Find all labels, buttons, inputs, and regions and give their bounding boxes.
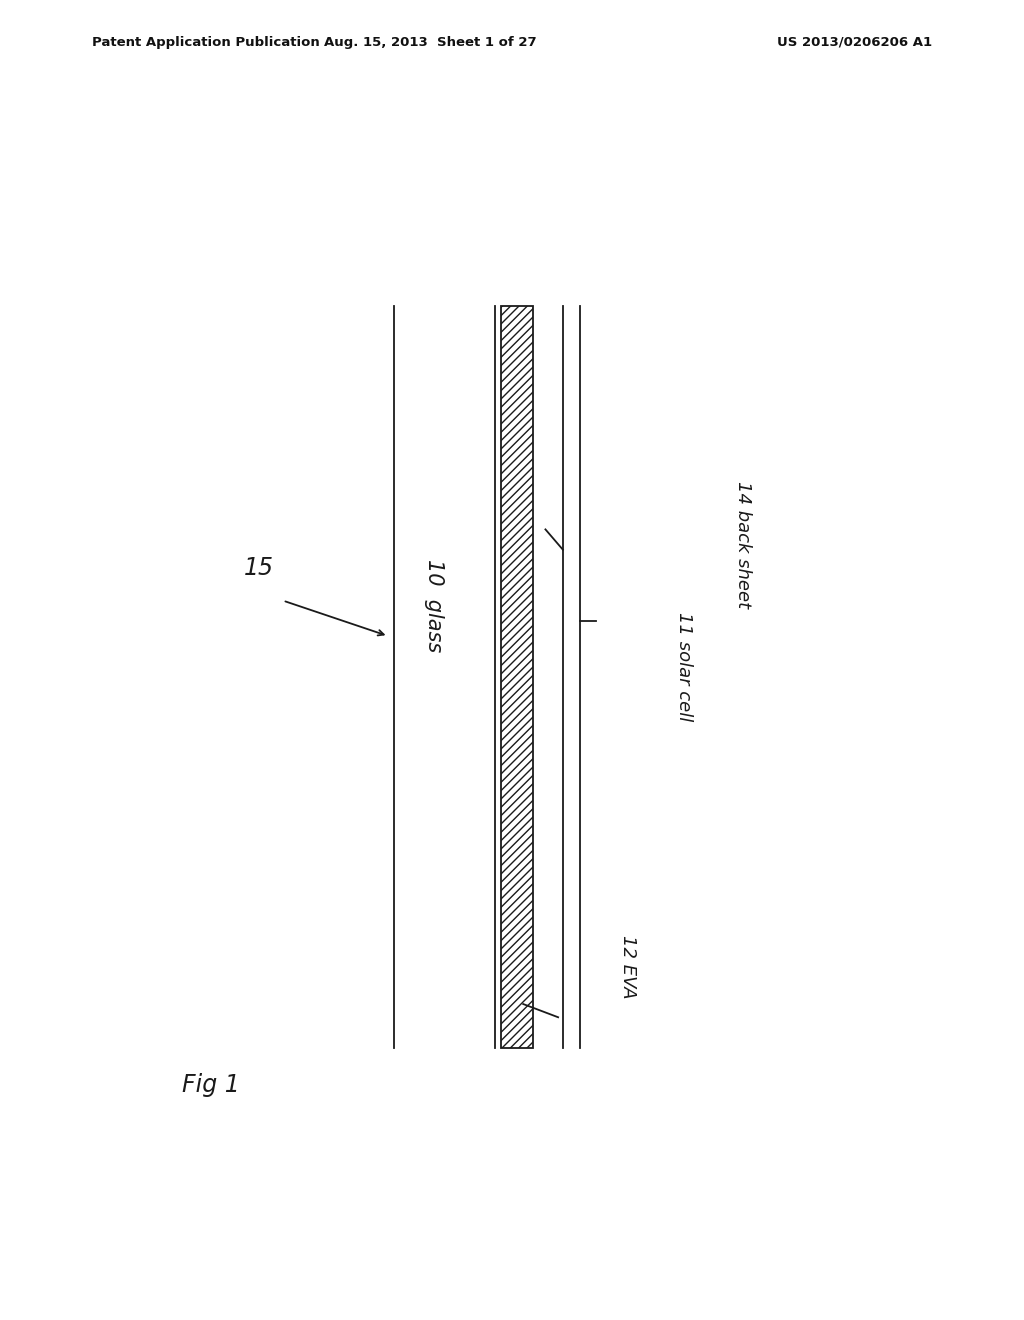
Text: Fig 1: Fig 1 — [182, 1073, 241, 1097]
Text: 12 EVA: 12 EVA — [618, 935, 637, 998]
Text: 15: 15 — [244, 556, 274, 581]
Bar — [501, 306, 532, 1048]
Text: 11 solar cell: 11 solar cell — [675, 612, 692, 721]
Text: Patent Application Publication: Patent Application Publication — [92, 36, 319, 49]
Text: US 2013/0206206 A1: US 2013/0206206 A1 — [777, 36, 932, 49]
Text: 14 back sheet: 14 back sheet — [734, 480, 752, 609]
Text: 10  glass: 10 glass — [424, 558, 443, 652]
Text: Aug. 15, 2013  Sheet 1 of 27: Aug. 15, 2013 Sheet 1 of 27 — [324, 36, 537, 49]
